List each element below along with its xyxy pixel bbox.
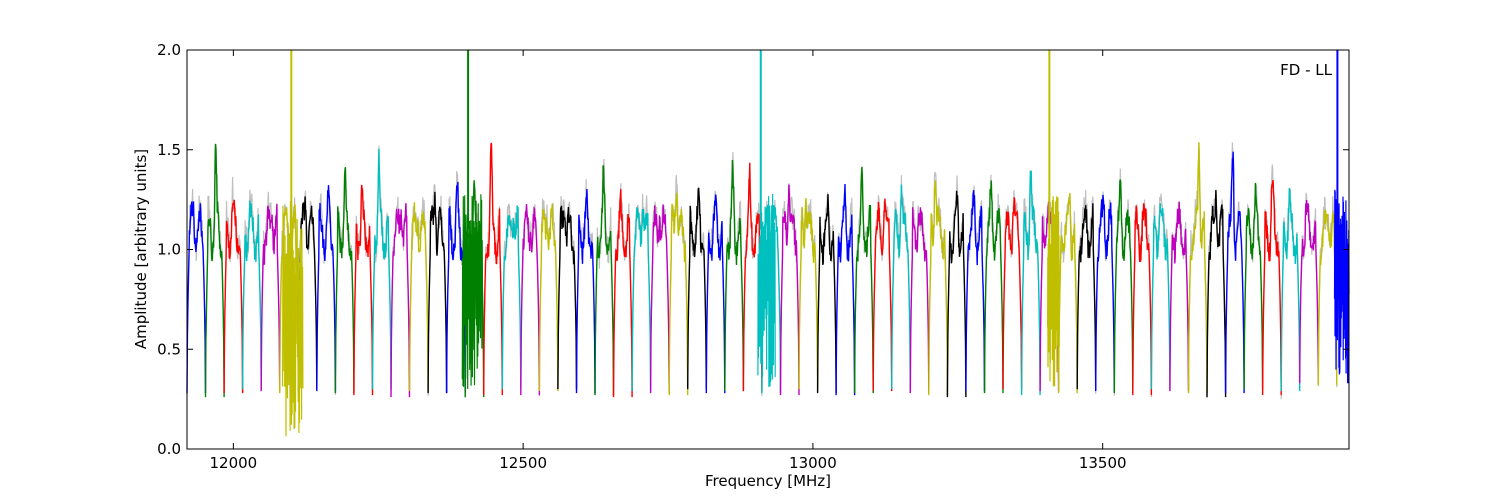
band-trace-3 [241, 200, 262, 390]
y-tick-label: 1.0 [157, 241, 181, 259]
background-trace-56 [1225, 142, 1245, 388]
band-trace-34 [816, 194, 837, 394]
background-trace-57 [1243, 183, 1264, 391]
band-trace-43 [983, 180, 1004, 394]
band-trace-42 [965, 190, 986, 392]
band-trace-11 [390, 203, 411, 398]
x-tick-label: 13500 [1079, 454, 1127, 472]
band-trace-53 [1169, 201, 1190, 392]
band-trace-21 [575, 188, 596, 394]
band-trace-17 [501, 205, 522, 390]
noisy-region-0 [282, 200, 304, 437]
band-trace-54 [1187, 142, 1208, 394]
band-trace-51 [1132, 203, 1153, 396]
background-trace-40 [928, 171, 948, 394]
band-trace-41 [946, 190, 967, 398]
band-trace-28 [705, 194, 726, 394]
background-trace-2 [223, 176, 244, 393]
y-tick-label: 0.0 [157, 440, 181, 458]
band-trace-35 [835, 183, 856, 396]
band-trace-13 [427, 191, 448, 394]
background-trace-47 [1058, 193, 1078, 389]
band-trace-48 [1076, 203, 1097, 390]
band-trace-39 [909, 207, 930, 394]
y-tick-label: 2.0 [157, 41, 181, 59]
y-axis-ticks: 0.0 0.5 1.0 1.5 2.0 [157, 41, 1349, 458]
background-trace-50 [1113, 168, 1134, 396]
band-trace-49 [1095, 194, 1115, 392]
plot-annotation: FD - LL [1280, 61, 1332, 79]
band-trace-1 [204, 143, 225, 398]
band-trace-56 [1224, 151, 1245, 394]
band-trace-45 [1020, 170, 1041, 396]
band-trace-36 [853, 166, 874, 394]
background-trace-16 [483, 142, 503, 388]
background-trace-41 [946, 175, 967, 397]
band-trace-44 [1002, 197, 1023, 390]
band-trace-27 [687, 187, 707, 390]
band-trace-18 [520, 204, 541, 396]
band-trace-58 [1261, 179, 1282, 396]
y-tick-label: 0.5 [157, 340, 181, 358]
noisy-region-2 [757, 193, 776, 387]
band-trace-8 [334, 167, 355, 394]
band-trace-50 [1113, 179, 1134, 394]
background-trace-45 [1021, 176, 1041, 392]
noisy-region-1 [461, 194, 484, 390]
band-trace-7 [316, 185, 337, 392]
background-trace-10 [371, 145, 392, 385]
band-trace-4 [260, 203, 281, 392]
band-trace-25 [649, 204, 670, 394]
y-tick-label: 1.5 [157, 141, 181, 159]
band-trace-12 [408, 202, 429, 392]
x-axis-ticks: 12000 12500 13000 13500 [210, 50, 1127, 472]
background-trace-52 [1150, 193, 1171, 390]
x-tick-label: 12000 [210, 454, 258, 472]
x-tick-label: 12500 [499, 454, 547, 472]
band-trace-29 [724, 159, 745, 392]
band-trace-61 [1317, 209, 1338, 386]
band-trace-2 [223, 199, 244, 394]
band-trace-57 [1243, 182, 1264, 390]
band-trace-55 [1206, 190, 1227, 398]
band-trace-22 [594, 165, 615, 396]
band-trace-30 [742, 162, 763, 392]
band-trace-9 [353, 184, 374, 396]
band-trace-59 [1280, 187, 1301, 392]
band-trace-37 [872, 198, 893, 392]
band-trace-6 [297, 196, 318, 390]
background-trace-28 [705, 190, 726, 384]
noisy-region-3 [1047, 196, 1060, 387]
background-trace-59 [1280, 188, 1301, 388]
band-trace-16 [483, 142, 503, 396]
band-trace-52 [1150, 203, 1171, 390]
band-trace-19 [538, 203, 559, 392]
band-trace-20 [557, 205, 578, 390]
background-trace-43 [983, 174, 1004, 387]
x-tick-label: 13000 [789, 454, 837, 472]
noisy-region-4 [1333, 189, 1350, 384]
background-trace-48 [1076, 189, 1097, 385]
band-trace-60 [1299, 199, 1319, 384]
band-trace-32 [779, 184, 800, 396]
band-trace-0 [186, 201, 207, 394]
background-trace-32 [779, 183, 800, 393]
band-trace-33 [798, 198, 819, 390]
band-trace-47 [1057, 192, 1078, 394]
band-trace-10 [371, 148, 392, 390]
band-trace-26 [668, 192, 689, 396]
band-trace-40 [928, 180, 949, 396]
band-trace-23 [612, 188, 633, 398]
background-trace-23 [612, 183, 633, 396]
series-traces [186, 50, 1350, 437]
x-axis-title: Frequency [MHz] [705, 472, 831, 490]
band-trace-38 [891, 184, 911, 390]
band-trace-24 [631, 207, 652, 392]
y-axis-title: Amplitude [arbitrary units] [132, 149, 150, 349]
background-trace-60 [1299, 192, 1319, 380]
